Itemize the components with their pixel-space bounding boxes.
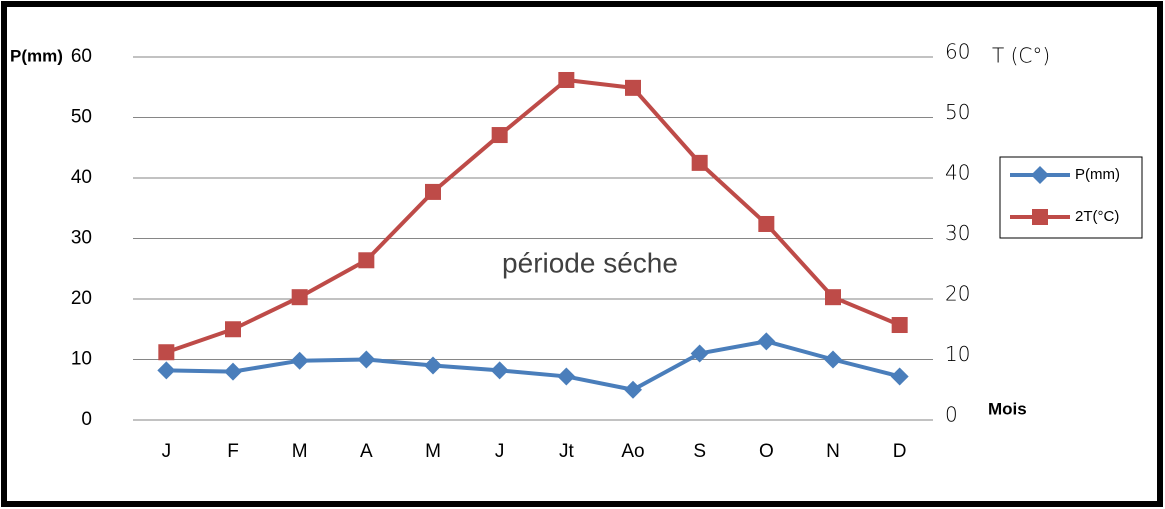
marker (624, 380, 642, 399)
x-tick-label: S (693, 441, 706, 462)
x-tick-label: J (495, 441, 505, 462)
marker (690, 344, 709, 363)
marker (1031, 166, 1049, 184)
marker (691, 154, 708, 171)
marker (625, 79, 641, 96)
legend-box (999, 156, 1143, 239)
y2-tick-label: 30 (945, 221, 970, 245)
y-tick-label: 0 (81, 409, 92, 430)
marker (224, 362, 242, 381)
legend-label: 2T(°C) (1075, 208, 1119, 225)
marker (824, 350, 842, 369)
series-line (166, 339, 901, 392)
marker (158, 344, 175, 361)
y2-tick-label: 60 (945, 40, 970, 64)
marker (358, 252, 375, 269)
marker (490, 361, 509, 380)
x-tick-label: J (162, 441, 172, 462)
marker (424, 356, 442, 375)
y-tick-label: 30 (71, 228, 92, 249)
marker (891, 317, 908, 334)
marker (1032, 209, 1048, 225)
legend-label: P(mm) (1075, 166, 1120, 183)
x-tick-label: A (360, 441, 373, 462)
x-tick-label: M (292, 441, 308, 462)
marker (890, 367, 909, 386)
y2-axis-label: T (C°) (992, 44, 1050, 68)
marker (425, 183, 441, 200)
y-tick-label: 40 (71, 167, 92, 188)
y-axis-label: P(mm) (10, 46, 63, 65)
y2-tick-label: 40 (945, 161, 970, 185)
y-tick-label: 20 (71, 288, 92, 309)
y2-tick-label: 50 (945, 100, 970, 124)
x-tick-label: M (425, 441, 441, 462)
annotation: période séche (502, 247, 678, 278)
x-tick-label: F (227, 441, 239, 462)
marker (357, 350, 376, 369)
marker (557, 367, 576, 386)
marker (558, 71, 575, 88)
marker (491, 127, 508, 144)
y2-tick-label: 0 (945, 403, 958, 427)
marker (757, 332, 776, 351)
y2-tick-label: 10 (945, 342, 970, 366)
marker (825, 289, 841, 306)
x-tick-label: N (826, 441, 840, 462)
y-tick-label: 50 (71, 107, 92, 128)
x-tick-label: Ao (621, 441, 644, 462)
marker (291, 289, 308, 306)
marker (157, 361, 176, 380)
marker (758, 215, 775, 232)
x-tick-label: O (759, 441, 774, 462)
x-tick-label: D (893, 441, 907, 462)
x-tick-label: Jt (559, 441, 575, 462)
series-line (165, 77, 901, 355)
x-axis-label: Mois (988, 399, 1027, 418)
marker (225, 321, 241, 338)
y-tick-label: 60 (71, 46, 92, 67)
marker (290, 351, 309, 370)
y-tick-label: 10 (71, 349, 92, 370)
y2-tick-label: 20 (945, 282, 970, 306)
